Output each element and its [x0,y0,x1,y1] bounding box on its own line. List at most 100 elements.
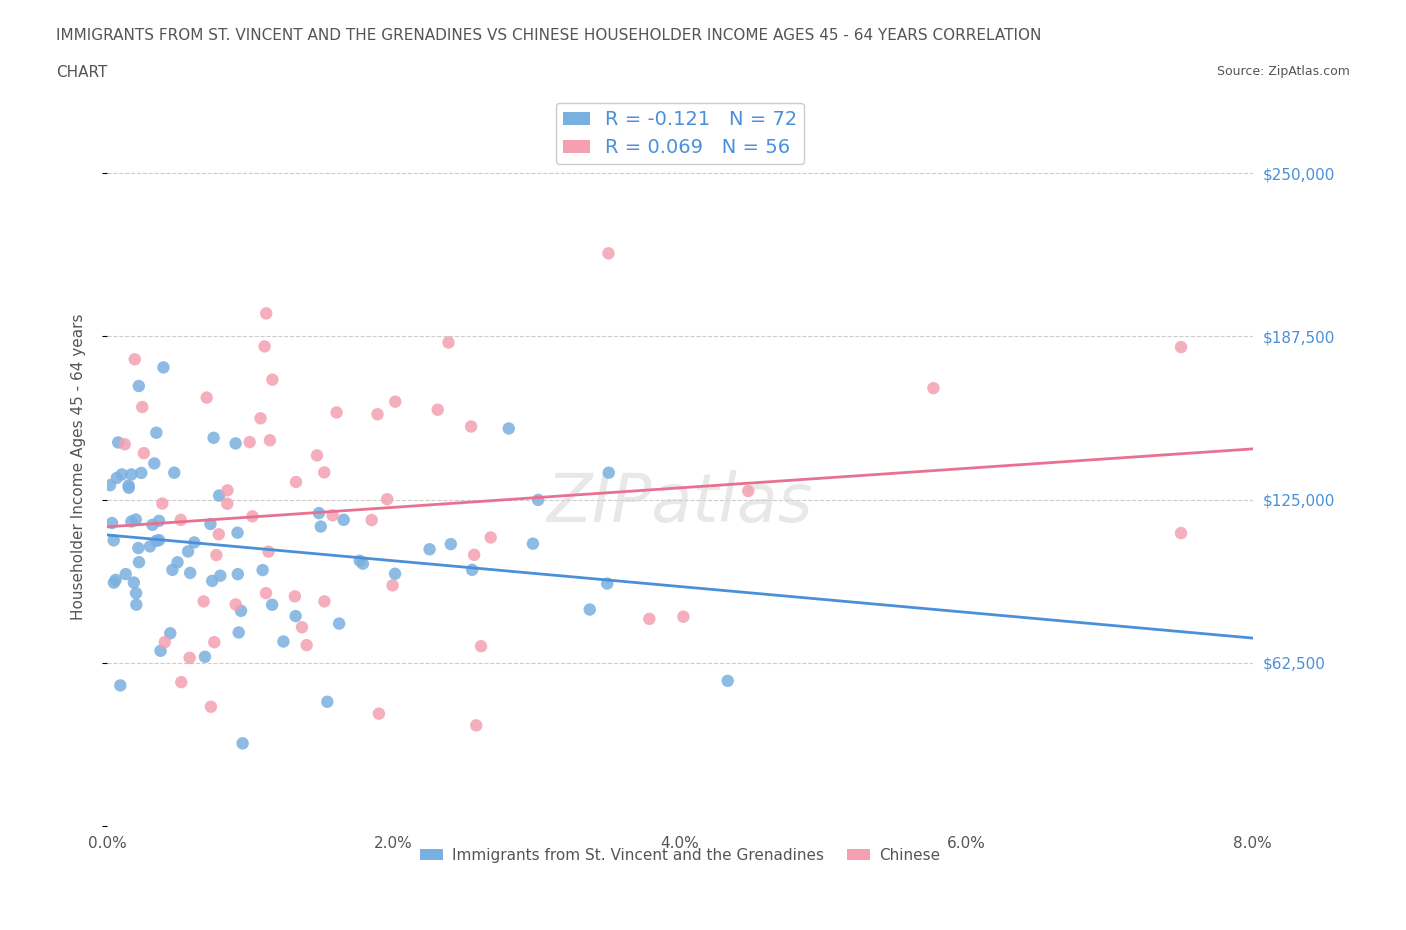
Point [922,380,945,395]
Point [426,403,449,418]
Point [598,246,620,260]
Point [273,634,295,649]
Point [209,568,232,583]
Point [465,718,488,733]
Point [128,379,150,393]
Point [143,456,166,471]
Point [232,736,254,751]
Point [314,594,336,609]
Text: ZIPatlas: ZIPatlas [547,470,813,536]
Point [328,617,350,631]
Point [200,516,222,531]
Point [349,553,371,568]
Y-axis label: Householder Income Ages 45 - 64 years: Householder Income Ages 45 - 64 years [72,313,86,620]
Point [208,526,231,541]
Text: Source: ZipAtlas.com: Source: ZipAtlas.com [1216,65,1350,78]
Point [253,339,276,353]
Point [252,563,274,578]
Point [107,435,129,450]
Point [153,634,176,649]
Point [110,678,132,693]
Point [103,576,125,591]
Point [125,512,148,527]
Point [360,512,382,527]
Point [159,626,181,641]
Point [114,437,136,452]
Point [200,699,222,714]
Point [194,649,217,664]
Point [195,390,218,405]
Point [225,436,247,451]
Point [145,425,167,440]
Point [105,471,128,485]
Point [183,535,205,550]
Point [375,492,398,507]
Point [149,644,172,658]
Point [201,574,224,589]
Point [470,639,492,654]
Point [419,542,441,557]
Point [150,496,173,511]
Point [527,493,550,508]
Point [242,509,264,524]
Point [129,466,152,481]
Point [114,566,136,581]
Point [291,619,314,634]
Text: CHART: CHART [56,65,108,80]
Point [522,537,544,551]
Point [226,525,249,540]
Point [737,484,759,498]
Point [124,352,146,366]
Point [598,465,620,480]
Point [132,445,155,460]
Point [125,597,148,612]
Legend: Immigrants from St. Vincent and the Grenadines, Chinese: Immigrants from St. Vincent and the Gren… [413,842,946,869]
Point [228,625,250,640]
Point [128,555,150,570]
Point [120,514,142,529]
Point [101,515,124,530]
Point [139,538,162,553]
Point [460,419,482,434]
Point [259,432,281,447]
Point [672,609,695,624]
Point [117,478,139,493]
Point [148,533,170,548]
Point [262,372,284,387]
Point [193,594,215,609]
Point [127,540,149,555]
Point [384,394,406,409]
Point [103,533,125,548]
Point [217,497,239,512]
Point [596,576,619,591]
Point [308,506,330,521]
Point [205,548,228,563]
Point [638,611,661,626]
Point [122,575,145,590]
Point [249,411,271,426]
Point [1170,525,1192,540]
Point [463,548,485,563]
Point [384,566,406,581]
Point [305,448,328,463]
Point [285,474,308,489]
Point [131,400,153,415]
Point [332,512,354,527]
Point [166,555,188,570]
Point [170,512,193,527]
Point [239,434,262,449]
Point [163,465,186,480]
Point [152,360,174,375]
Point [284,589,307,604]
Point [479,530,502,545]
Point [295,638,318,653]
Point [225,597,247,612]
Point [162,563,184,578]
Point [367,706,389,721]
Point [309,519,332,534]
Point [498,421,520,436]
Point [202,635,225,650]
Point [578,602,600,617]
Point [717,673,740,688]
Point [257,544,280,559]
